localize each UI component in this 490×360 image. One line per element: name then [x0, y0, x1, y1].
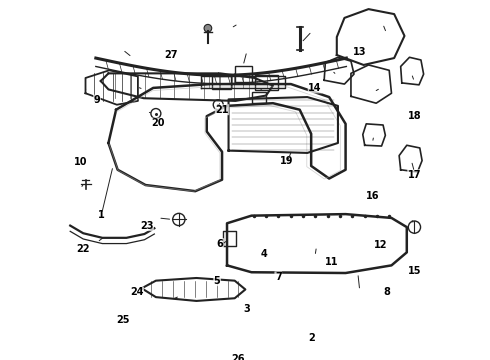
Text: 18: 18: [408, 111, 421, 121]
Text: 19: 19: [280, 156, 294, 166]
Text: 1: 1: [98, 210, 105, 220]
Text: 2: 2: [309, 333, 315, 343]
Text: 14: 14: [308, 83, 322, 93]
Text: 3: 3: [244, 303, 250, 314]
Text: 11: 11: [325, 257, 339, 266]
Text: 23: 23: [140, 221, 153, 231]
Text: 7: 7: [275, 272, 282, 282]
Bar: [212, 76, 231, 89]
Text: 15: 15: [408, 266, 421, 276]
Text: 4: 4: [261, 249, 268, 259]
Text: 10: 10: [74, 157, 87, 167]
Text: 17: 17: [408, 170, 421, 180]
Bar: [252, 92, 266, 103]
Text: 26: 26: [232, 355, 245, 360]
Text: 5: 5: [214, 276, 220, 286]
Text: 22: 22: [76, 244, 90, 254]
Text: 24: 24: [130, 287, 144, 297]
Text: 21: 21: [215, 105, 229, 115]
Bar: [255, 75, 278, 90]
Text: 9: 9: [94, 95, 100, 105]
Text: 20: 20: [151, 118, 165, 128]
Text: 25: 25: [116, 315, 129, 325]
Text: 12: 12: [374, 240, 388, 250]
Text: 6: 6: [217, 239, 223, 248]
Text: 13: 13: [353, 47, 367, 57]
Text: 16: 16: [366, 191, 379, 201]
Text: 27: 27: [165, 50, 178, 60]
Bar: [235, 66, 252, 82]
Text: 8: 8: [383, 287, 390, 297]
Circle shape: [204, 24, 212, 32]
